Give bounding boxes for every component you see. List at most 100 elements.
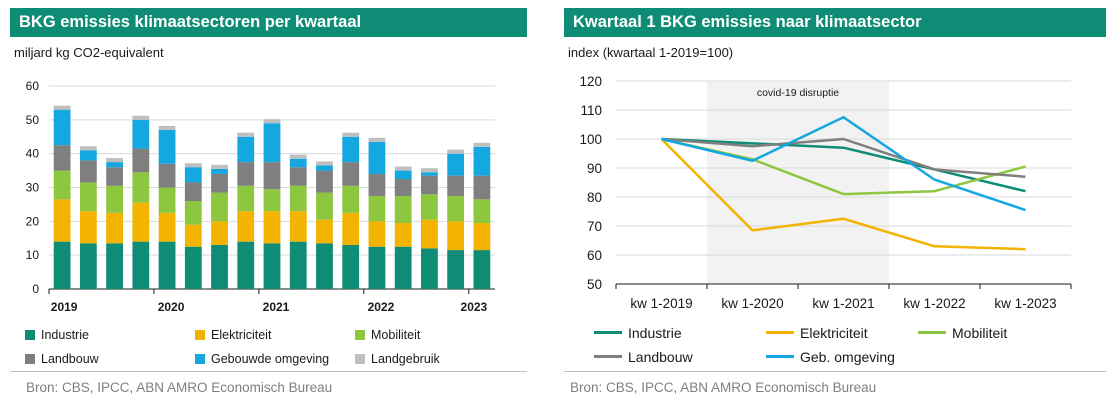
legend-label: Geb. omgeving [800,349,895,365]
bar-industrie [447,250,465,289]
bar-landgebruik [316,161,333,166]
y-tick-label: 0 [32,282,39,296]
bar-landbouw [237,162,255,186]
x-tick-label: 2021 [263,300,290,314]
legend-item-industrie: Industrie [594,325,682,341]
bar-landgebruik [368,137,386,142]
legend-swatch [355,353,365,364]
legend-item-mobiliteit: Mobiliteit [355,327,420,343]
bar-gebouwde-omgeving [316,165,333,171]
bar-elektriciteit [263,211,281,244]
right-chart-unit-label: index (kwartaal 1-2019=100) [568,45,734,60]
bar-mobiliteit [158,187,176,213]
legend-swatch [355,329,365,340]
bar-landbouw [394,179,412,196]
bar-landgebruik [263,119,281,124]
bar-mobiliteit [473,199,491,224]
bar-landbouw [53,145,71,171]
x-tick-label: kw 1-2019 [630,296,692,311]
bar-landbouw [158,163,176,188]
bar-landbouw [184,182,202,202]
legend-item-landgebruik: Landgebruik [355,351,440,367]
bar-landgebruik [473,142,491,147]
bar-mobiliteit [237,185,255,212]
legend-line-swatch [766,354,794,358]
line-landbouw [661,137,1026,178]
bar-gebouwde-omgeving [237,136,255,163]
bar-elektriciteit [106,212,123,244]
bar-industrie [342,245,360,289]
bar-elektriciteit [79,211,97,244]
legend-item-elektriciteit: Elektriciteit [766,325,868,341]
bar-landgebruik [237,132,255,137]
bar-mobiliteit [53,170,71,200]
legend-line-swatch [918,330,946,334]
legend-line-swatch [594,354,622,358]
bar-industrie [106,243,123,289]
right-source-note: Bron: CBS, IPCC, ABN AMRO Economisch Bur… [570,380,877,395]
bar-landbouw [106,167,123,186]
bar-gebouwde-omgeving [106,162,123,168]
bar-elektriciteit [394,223,412,247]
bar-landgebruik [394,166,412,171]
stacked-bar-chart: 0 10 20 30 40 50 60 2019 2020 2021 2022 2023 [26,79,495,314]
bar-landgebruik [421,168,438,173]
legend-label: Mobiliteit [952,325,1008,341]
bar-mobiliteit [211,192,228,222]
bar-gebouwde-omgeving [211,168,228,174]
bar-mobiliteit [368,195,386,222]
x-tick-label: 2022 [368,300,395,314]
line-elektriciteit [660,138,1026,251]
bar-landbouw [368,173,386,196]
legend-line-swatch [594,330,622,334]
legend-item-gebouwde-omgeving: Gebouwde omgeving [195,351,329,367]
legend-item-mobiliteit: Mobiliteit [918,325,1007,341]
bar-industrie [53,241,71,289]
x-tick-label: 2023 [461,300,488,314]
legend-label: Landgebruik [371,352,440,366]
bar-industrie [184,246,202,289]
bar-gebouwde-omgeving [289,158,307,168]
bar-landgebruik [342,132,360,137]
y-tick-label: 20 [26,214,40,228]
y-tick-label: 10 [26,248,40,262]
legend-swatch [25,329,35,340]
bar-industrie [211,245,228,289]
bar-gebouwde-omgeving [263,123,281,163]
y-tick-label: 90 [587,161,602,176]
bar-industrie [316,243,333,289]
bar-landgebruik [211,164,228,169]
bar-gebouwde-omgeving [368,141,386,174]
bar-elektriciteit [184,224,202,247]
legend-swatch [195,329,205,340]
bar-mobiliteit [79,182,97,212]
bar-elektriciteit [368,221,386,247]
right-chart-title: Kwartaal 1 BKG emissies naar klimaatsect… [564,8,1106,37]
bar-elektriciteit [158,212,176,242]
covid-shaded-region [707,81,889,284]
bar-landbouw [132,148,150,173]
bar-gebouwde-omgeving [394,170,412,180]
line-chart: covid-19 disruptie 50 60 70 80 90 100 110 120 kw … [579,74,1072,311]
bar-mobiliteit [447,195,465,222]
legend-label: Elektriciteit [800,325,868,341]
bar-elektriciteit [342,212,360,246]
legend-label: Industrie [628,325,682,341]
y-tick-label: 50 [26,113,40,127]
bar-gebouwde-omgeving [421,172,438,176]
bar-elektriciteit [421,219,438,249]
bar-landgebruik [132,115,150,120]
legend-label: Elektriciteit [211,328,272,342]
bar-industrie [368,246,386,289]
right-divider [564,371,1106,372]
line-geb-omgeving [661,116,1026,212]
bar-mobiliteit [421,194,438,220]
bar-landgebruik [53,105,71,110]
y-tick-label: 80 [587,190,602,205]
y-tick-label: 50 [587,277,602,292]
left-chart-title: BKG emissies klimaatsectoren per kwartaa… [10,8,527,37]
left-divider [10,371,527,372]
bar-gebouwde-omgeving [447,153,465,176]
bar-landgebruik [79,146,97,151]
x-tick-label: 2020 [158,300,185,314]
